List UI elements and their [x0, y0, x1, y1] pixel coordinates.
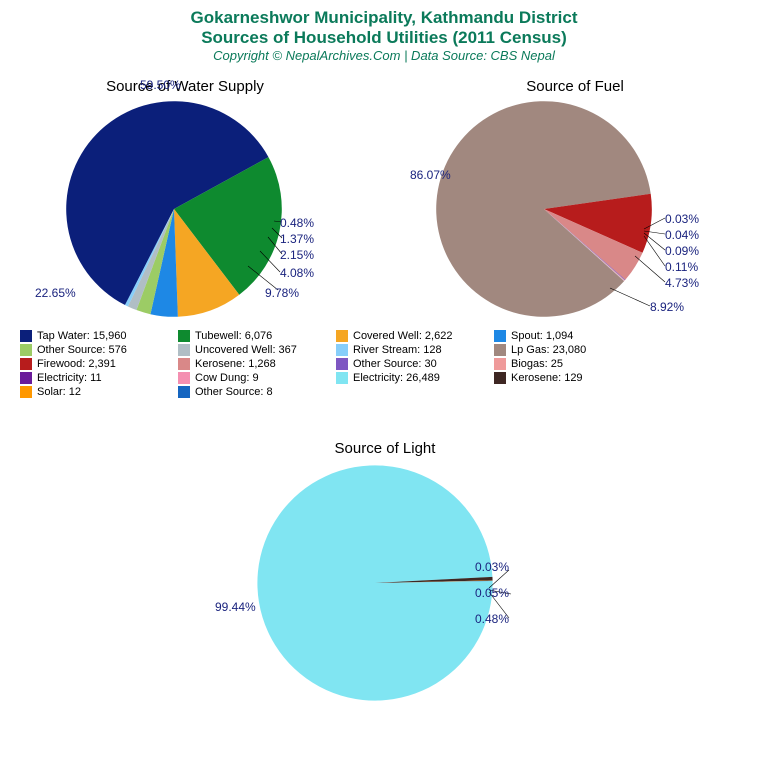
- title-block: Gokarneshwor Municipality, Kathmandu Dis…: [0, 0, 768, 63]
- fuel-pie: [434, 99, 654, 319]
- legend-label: Electricity: 11: [37, 372, 102, 384]
- legend-swatch: [178, 372, 190, 384]
- fuel-chart: Source of Fuel 86.07% 8.92% 4.73% 0.11% 0.09…: [410, 78, 740, 328]
- legend-item: Other Source: 576: [20, 344, 160, 356]
- legend-swatch: [494, 372, 506, 384]
- legend-label: Cow Dung: 9: [195, 372, 259, 384]
- legend-item: Kerosene: 129: [494, 372, 634, 384]
- pct-label: 0.48%: [280, 216, 314, 230]
- pct-label: 59.50%: [140, 78, 181, 92]
- legend: Tap Water: 15,960 Tubewell: 6,076 Covered …: [0, 330, 768, 398]
- legend-item: Covered Well: 2,622: [336, 330, 476, 342]
- legend-swatch: [20, 386, 32, 398]
- legend-label: Solar: 12: [37, 386, 81, 398]
- light-pie: [255, 463, 495, 703]
- legend-item: Lp Gas: 23,080: [494, 344, 634, 356]
- legend-label: Kerosene: 129: [511, 372, 583, 384]
- legend-label: Other Source: 30: [353, 358, 437, 370]
- pct-label: 8.92%: [650, 300, 684, 314]
- pct-label: 0.11%: [665, 260, 698, 274]
- legend-label: Uncovered Well: 367: [195, 344, 297, 356]
- legend-item: Biogas: 25: [494, 358, 634, 370]
- water-chart-title: Source of Water Supply: [20, 78, 350, 95]
- pct-label: 0.03%: [475, 560, 509, 574]
- legend-swatch: [494, 330, 506, 342]
- legend-item: Other Source: 8: [178, 386, 318, 398]
- legend-swatch: [178, 358, 190, 370]
- pct-label: 2.15%: [280, 248, 314, 262]
- light-chart-title: Source of Light: [215, 440, 555, 457]
- legend-swatch: [20, 330, 32, 342]
- water-supply-chart: Source of Water Supply 59.50% 22.65% 9.78%…: [20, 78, 350, 328]
- pct-label: 1.37%: [280, 232, 314, 246]
- legend-item: Solar: 12: [20, 386, 160, 398]
- legend-item: Kerosene: 1,268: [178, 358, 318, 370]
- light-chart: Source of Light 99.44% 0.03% 0.05% 0.48%: [215, 440, 555, 720]
- legend-item: Electricity: 26,489: [336, 372, 476, 384]
- legend-swatch: [178, 330, 190, 342]
- pct-label: 0.04%: [665, 228, 699, 242]
- pct-label: 0.48%: [475, 612, 509, 626]
- legend-swatch: [494, 358, 506, 370]
- title-line-2: Sources of Household Utilities (2011 Cen…: [0, 28, 768, 48]
- fuel-chart-title: Source of Fuel: [410, 78, 740, 95]
- legend-label: Tubewell: 6,076: [195, 330, 272, 342]
- legend-label: Electricity: 26,489: [353, 372, 440, 384]
- pct-label: 22.65%: [35, 286, 76, 300]
- legend-label: Spout: 1,094: [511, 330, 573, 342]
- pct-label: 0.03%: [665, 212, 699, 226]
- legend-label: Biogas: 25: [511, 358, 563, 370]
- legend-swatch: [20, 358, 32, 370]
- pct-label: 99.44%: [215, 600, 256, 614]
- legend-label: Covered Well: 2,622: [353, 330, 452, 342]
- legend-swatch: [336, 358, 348, 370]
- legend-label: Tap Water: 15,960: [37, 330, 126, 342]
- legend-item: Uncovered Well: 367: [178, 344, 318, 356]
- legend-label: Lp Gas: 23,080: [511, 344, 586, 356]
- legend-item: Spout: 1,094: [494, 330, 634, 342]
- legend-swatch: [20, 344, 32, 356]
- legend-swatch: [336, 330, 348, 342]
- water-pie: [64, 99, 284, 319]
- legend-swatch: [336, 344, 348, 356]
- legend-label: Kerosene: 1,268: [195, 358, 276, 370]
- legend-label: Other Source: 8: [195, 386, 273, 398]
- pct-label: 4.08%: [280, 266, 314, 280]
- pct-label: 4.73%: [665, 276, 699, 290]
- legend-item: Tubewell: 6,076: [178, 330, 318, 342]
- legend-item: River Stream: 128: [336, 344, 476, 356]
- legend-label: Firewood: 2,391: [37, 358, 116, 370]
- legend-label: Other Source: 576: [37, 344, 127, 356]
- pct-label: 0.05%: [475, 586, 509, 600]
- subtitle: Copyright © NepalArchives.Com | Data Sou…: [0, 48, 768, 63]
- legend-swatch: [20, 372, 32, 384]
- legend-item: Firewood: 2,391: [20, 358, 160, 370]
- legend-label: River Stream: 128: [353, 344, 442, 356]
- title-line-1: Gokarneshwor Municipality, Kathmandu Dis…: [0, 8, 768, 28]
- pct-label: 86.07%: [410, 168, 451, 182]
- legend-swatch: [494, 344, 506, 356]
- pct-label: 0.09%: [665, 244, 699, 258]
- pct-label: 9.78%: [265, 286, 299, 300]
- legend-item: Other Source: 30: [336, 358, 476, 370]
- legend-swatch: [336, 372, 348, 384]
- legend-swatch: [178, 344, 190, 356]
- legend-item: Tap Water: 15,960: [20, 330, 160, 342]
- legend-swatch: [178, 386, 190, 398]
- legend-item: Cow Dung: 9: [178, 372, 318, 384]
- legend-item: Electricity: 11: [20, 372, 160, 384]
